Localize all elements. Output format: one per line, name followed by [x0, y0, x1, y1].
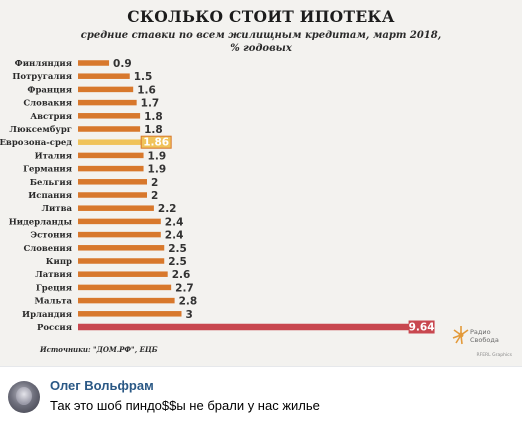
- category-label: Люксембург: [9, 124, 72, 135]
- comment: Олег Вольфрам Так это шоб пиндо$$ы не бр…: [0, 367, 522, 425]
- chart-title: СКОЛЬКО СТОИТ ИПОТЕКА: [127, 7, 395, 26]
- category-label: Австрия: [30, 112, 72, 122]
- category-label: Россия: [37, 323, 72, 333]
- category-label: Латвия: [35, 270, 72, 280]
- bar: [78, 218, 161, 225]
- radio-svoboda-logo: Радио Свобода: [452, 326, 499, 345]
- bar: [78, 179, 147, 185]
- value-label: 1.8: [144, 111, 163, 123]
- value-label: 2.5: [168, 256, 187, 268]
- logo-line1: Радио: [470, 328, 491, 336]
- divider: [0, 366, 522, 367]
- category-labels: Финляндия Потругалия Франция Словакия Австри…: [0, 59, 72, 333]
- chart-subtitle-line2: % годовых: [230, 43, 293, 54]
- value-label-box: [408, 320, 435, 334]
- value-label: 0.9: [113, 58, 132, 70]
- category-label: Франция: [27, 85, 72, 95]
- bar: [78, 297, 175, 304]
- category-label: Ирландия: [22, 310, 72, 320]
- source-note: Источники: "ДОМ.РФ", ЕЦБ: [39, 345, 158, 354]
- category-label: Литва: [41, 204, 72, 214]
- category-label: Германия: [23, 165, 72, 175]
- category-label: Финляндия: [15, 59, 72, 69]
- category-label: Словения: [23, 244, 72, 254]
- category-label: Греция: [36, 283, 72, 293]
- value-label: 2.8: [179, 296, 198, 308]
- bar: [78, 245, 165, 251]
- value-label: 3: [186, 309, 193, 321]
- value-label: 2.4: [165, 216, 184, 228]
- value-label: 1.86: [143, 137, 169, 149]
- bar: [78, 192, 147, 198]
- bar: [78, 165, 144, 172]
- chart-subtitle-line1: средние ставки по всем жилищным кредитам…: [81, 30, 441, 41]
- category-label: Потругалия: [12, 72, 72, 82]
- bar: [78, 258, 165, 264]
- value-label: 1.9: [148, 150, 167, 162]
- bar: [78, 205, 154, 211]
- category-label: Италия: [35, 151, 72, 161]
- value-label: 2.4: [165, 230, 184, 242]
- bar: [78, 113, 141, 119]
- value-label: 9.64: [409, 322, 435, 334]
- value-label-box: [140, 135, 172, 149]
- bar-group: [78, 60, 411, 331]
- value-label: 2.2: [158, 203, 177, 215]
- value-label: 2.7: [175, 282, 194, 294]
- value-label: 2.6: [172, 269, 191, 281]
- category-label: Испания: [28, 191, 72, 201]
- graphics-credit: RFERL Graphics: [477, 352, 513, 358]
- mortgage-rate-chart: СКОЛЬКО СТОИТ ИПОТЕКА средние ставки по …: [0, 7, 513, 358]
- bar: [78, 311, 182, 317]
- bar: [78, 126, 141, 132]
- comment-author-link[interactable]: Олег Вольфрам: [50, 378, 154, 393]
- bar: [78, 284, 172, 291]
- bar: [78, 86, 134, 93]
- bar: [78, 271, 168, 277]
- category-label: Нидерланды: [9, 217, 73, 227]
- bar: [78, 152, 144, 159]
- category-label: Бельгия: [30, 178, 72, 188]
- category-label: Мальта: [35, 297, 73, 307]
- bar: [78, 60, 110, 66]
- value-label: 2: [151, 177, 158, 189]
- bar: [78, 73, 130, 79]
- category-label: Еврозона-сред: [0, 138, 72, 148]
- comment-text: Так это шоб пиндо$$ы не брали у нас жиль…: [50, 398, 320, 413]
- category-label: Кипр: [46, 257, 72, 267]
- value-label: 1.8: [144, 124, 163, 136]
- bar: [78, 231, 161, 238]
- sunburst-icon: [452, 326, 469, 345]
- value-label: 1.6: [137, 84, 156, 96]
- avatar[interactable]: [8, 381, 40, 413]
- bar: [78, 323, 411, 331]
- logo-line2: Свобода: [470, 336, 499, 344]
- category-label: Эстония: [30, 231, 72, 241]
- value-label: 1.7: [141, 98, 160, 110]
- value-label: 1.5: [134, 71, 153, 83]
- value-label: 2.5: [168, 243, 187, 255]
- value-label: 1.9: [148, 164, 167, 176]
- chart-image: СКОЛЬКО СТОИТ ИПОТЕКА средние ставки по …: [0, 0, 522, 366]
- value-label: 2: [151, 190, 158, 202]
- avatar-image: [16, 387, 32, 405]
- bar: [78, 99, 137, 106]
- category-label: Словакия: [23, 99, 72, 109]
- bar: [78, 139, 143, 145]
- value-labels: 0.91.51.61.71.81.81.861.91.9222.22.42.42…: [113, 58, 435, 334]
